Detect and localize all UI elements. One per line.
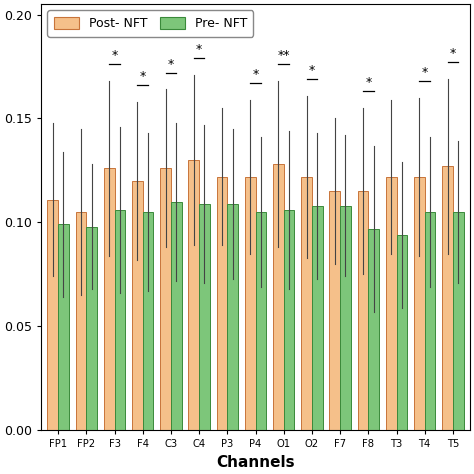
Bar [228, 204, 238, 430]
Bar [273, 164, 284, 430]
Legend: Post- NFT, Pre- NFT: Post- NFT, Pre- NFT [47, 10, 253, 36]
Text: **: ** [277, 49, 290, 63]
Bar [115, 210, 125, 430]
Text: *: * [309, 64, 315, 77]
Text: *: * [450, 47, 456, 60]
Bar [301, 177, 312, 430]
Bar [453, 212, 464, 430]
Bar [188, 160, 199, 430]
Bar [312, 206, 323, 430]
Bar [132, 181, 143, 430]
Bar [442, 166, 453, 430]
Bar [75, 212, 86, 430]
Bar [86, 227, 97, 430]
Text: *: * [421, 66, 428, 79]
Text: *: * [111, 49, 118, 63]
Bar [104, 168, 115, 430]
Bar [217, 177, 228, 430]
Text: *: * [139, 70, 146, 83]
Text: *: * [252, 68, 259, 81]
Bar [386, 177, 397, 430]
Bar [340, 206, 351, 430]
Bar [255, 212, 266, 430]
Bar [160, 168, 171, 430]
Bar [58, 225, 69, 430]
Bar [284, 210, 294, 430]
Bar [143, 212, 154, 430]
Text: *: * [196, 43, 202, 56]
Bar [414, 177, 425, 430]
Bar [171, 201, 182, 430]
Bar [425, 212, 436, 430]
X-axis label: Channels: Channels [216, 455, 295, 470]
Bar [329, 191, 340, 430]
Bar [368, 228, 379, 430]
Bar [199, 204, 210, 430]
Text: *: * [365, 76, 372, 90]
Bar [397, 235, 407, 430]
Bar [357, 191, 368, 430]
Text: *: * [168, 58, 174, 71]
Bar [47, 200, 58, 430]
Bar [245, 177, 255, 430]
